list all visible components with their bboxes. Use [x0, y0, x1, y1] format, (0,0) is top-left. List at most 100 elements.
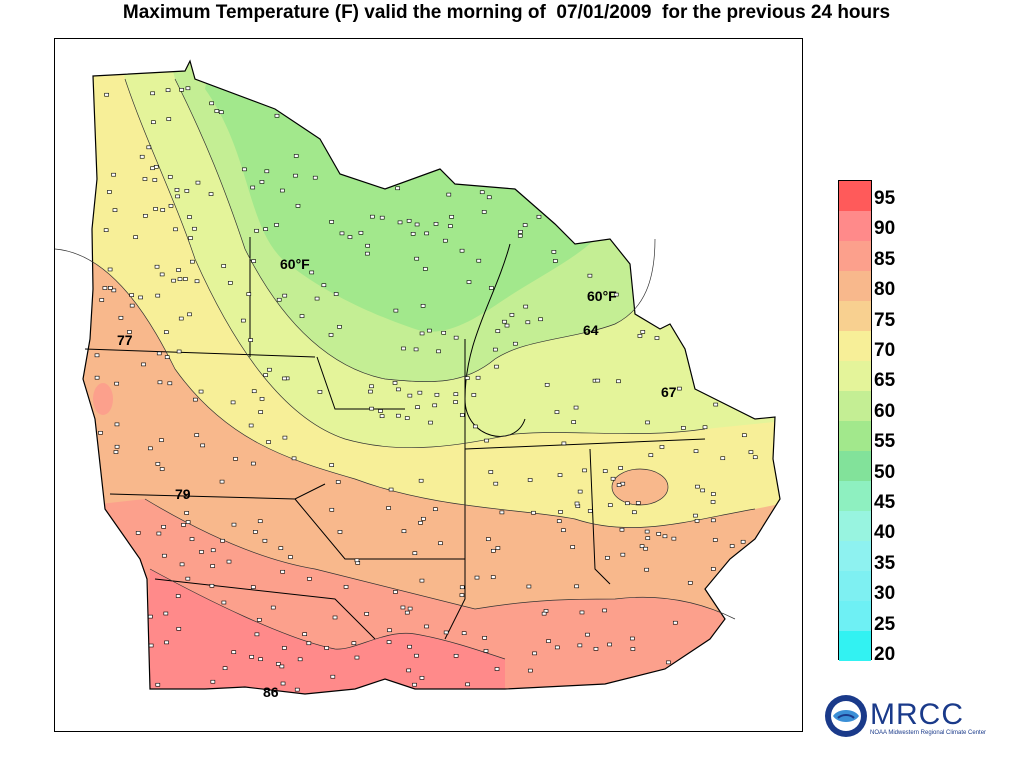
- station-marker: [209, 583, 215, 588]
- station-marker: [270, 605, 276, 610]
- station-marker: [194, 279, 200, 284]
- station-marker: [337, 530, 343, 534]
- station-marker: [251, 389, 257, 394]
- station-marker: [181, 523, 186, 527]
- station-marker: [482, 636, 487, 640]
- station-marker: [433, 222, 439, 226]
- station-marker: [167, 175, 173, 179]
- station-marker: [582, 468, 587, 473]
- station-marker: [602, 608, 607, 613]
- station-marker: [473, 424, 478, 429]
- station-marker: [672, 620, 678, 625]
- station-marker: [639, 544, 645, 548]
- logo-text: MRCC: [870, 698, 964, 731]
- station-marker: [459, 585, 465, 590]
- station-marker: [554, 645, 560, 650]
- station-marker: [632, 510, 637, 515]
- station-marker: [414, 222, 420, 227]
- station-marker: [635, 501, 641, 505]
- station-marker: [577, 643, 583, 648]
- station-marker: [227, 281, 233, 285]
- station-marker: [302, 632, 307, 636]
- station-marker: [412, 551, 418, 556]
- station-marker: [156, 351, 162, 356]
- station-marker: [427, 328, 432, 333]
- station-marker: [494, 667, 500, 671]
- station-marker: [164, 355, 170, 359]
- station-marker: [414, 256, 420, 261]
- logo-subtitle: NOAA Midwestern Regional Climate Center: [870, 730, 987, 736]
- station-marker: [293, 173, 298, 178]
- station-marker: [407, 606, 413, 611]
- station-marker: [459, 248, 465, 253]
- station-marker: [644, 567, 649, 572]
- station-marker: [174, 188, 180, 192]
- legend-swatch: [839, 181, 871, 211]
- station-marker: [94, 353, 100, 358]
- station-marker: [401, 529, 407, 534]
- station-marker: [630, 636, 635, 641]
- station-marker: [210, 548, 216, 553]
- station-marker: [280, 569, 285, 574]
- station-marker: [114, 444, 120, 449]
- station-marker: [522, 223, 528, 227]
- station-marker: [150, 91, 155, 96]
- legend-swatch: [839, 571, 871, 601]
- station-marker: [693, 449, 699, 453]
- station-marker: [574, 501, 580, 506]
- temperature-map: 60°F 60°F 64 67 77 79 86: [54, 38, 803, 732]
- station-marker: [418, 478, 424, 483]
- station-marker: [135, 531, 141, 535]
- legend-tick-label: 30: [874, 583, 896, 605]
- station-marker: [333, 292, 339, 296]
- station-marker: [159, 272, 165, 277]
- station-marker: [662, 534, 668, 539]
- station-marker: [481, 210, 487, 214]
- station-marker: [159, 438, 164, 442]
- station-marker: [343, 585, 349, 589]
- station-marker: [118, 315, 124, 320]
- station-marker: [453, 392, 459, 396]
- station-marker: [171, 278, 176, 283]
- station-marker: [278, 546, 284, 550]
- station-marker: [526, 584, 532, 589]
- station-marker: [139, 154, 145, 159]
- station-marker: [557, 473, 563, 477]
- station-marker: [108, 286, 113, 290]
- station-marker: [164, 640, 169, 645]
- legend-swatch: [839, 271, 871, 301]
- station-marker: [297, 657, 303, 662]
- station-marker: [291, 456, 297, 461]
- station-marker: [192, 226, 197, 231]
- station-marker: [183, 277, 188, 281]
- station-marker: [210, 564, 215, 568]
- station-marker: [221, 264, 227, 268]
- station-marker: [248, 423, 254, 428]
- station-marker: [415, 405, 420, 410]
- station-marker: [141, 362, 146, 367]
- contour-label: 67: [661, 384, 677, 400]
- station-marker: [420, 304, 426, 308]
- station-marker: [332, 615, 338, 620]
- station-marker: [276, 662, 281, 666]
- station-marker: [407, 644, 412, 649]
- station-marker: [490, 548, 496, 553]
- station-marker: [504, 323, 510, 328]
- station-marker: [274, 223, 279, 227]
- station-marker: [593, 647, 599, 651]
- station-marker: [328, 333, 334, 337]
- station-marker: [107, 267, 113, 272]
- station-marker: [351, 641, 357, 645]
- station-marker: [532, 651, 537, 656]
- station-marker: [710, 567, 716, 571]
- station-marker: [702, 425, 708, 430]
- legend-tick-label: 25: [874, 613, 896, 635]
- station-marker: [404, 416, 410, 420]
- station-marker: [713, 402, 719, 407]
- station-marker: [443, 238, 448, 243]
- station-marker: [693, 513, 698, 518]
- station-marker: [453, 335, 459, 340]
- temperature-map-svg: 60°F 60°F 64 67 77 79 86: [55, 59, 781, 700]
- station-marker: [156, 531, 162, 536]
- station-marker: [424, 231, 429, 236]
